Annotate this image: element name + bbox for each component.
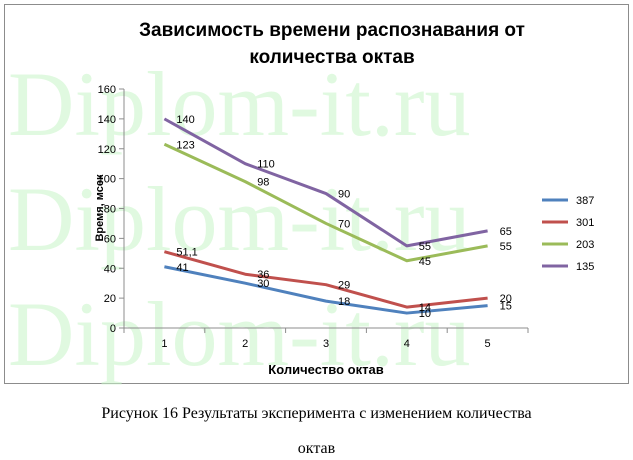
series-line-203 xyxy=(163,142,488,263)
data-label-135: 65 xyxy=(500,226,512,238)
data-label-387: 41 xyxy=(176,262,188,274)
series-line-387 xyxy=(164,265,488,315)
data-label-387: 30 xyxy=(257,278,269,290)
legend: 387 301 203 135 xyxy=(542,195,594,273)
x-tick-label: 5 xyxy=(485,338,491,350)
watermark-text-2: Diplom-it.ru xyxy=(8,168,471,270)
legend-label-203: 203 xyxy=(576,239,594,251)
x-tick-label: 1 xyxy=(161,338,167,350)
data-label-301: 36 xyxy=(257,269,269,281)
y-tick-label: 40 xyxy=(104,263,116,275)
data-label-301: 29 xyxy=(338,280,350,292)
chart-title-line1: Зависимость времени распознавания от xyxy=(139,20,525,41)
watermark-layer: Diplom-it.ru Diplom-it.ru Diplom-it.ru xyxy=(8,53,471,385)
data-label-301: 20 xyxy=(500,293,512,305)
chart-title-line2: количества октав xyxy=(249,47,414,68)
y-axis-title: Время, мсек xyxy=(94,174,106,242)
x-tick-label: 4 xyxy=(404,338,410,350)
data-label-387: 15 xyxy=(500,301,512,313)
watermark-text-1: Diplom-it.ru xyxy=(8,53,471,155)
y-tick-label: 60 xyxy=(104,233,116,245)
x-axis-title: Количество октав xyxy=(268,362,383,377)
legend-label-135: 135 xyxy=(576,261,594,273)
y-tick-label: 140 xyxy=(98,114,116,126)
data-label-203: 45 xyxy=(419,256,431,268)
y-tick-label: 20 xyxy=(104,293,116,305)
figure-caption-line2: октав xyxy=(297,440,336,457)
data-label-203: 98 xyxy=(257,177,269,189)
data-label-203: 55 xyxy=(500,241,512,253)
data-label-301: 51,1 xyxy=(176,247,197,259)
data-label-387: 18 xyxy=(338,296,350,308)
legend-label-301: 301 xyxy=(576,217,594,229)
data-label-135: 110 xyxy=(257,159,275,171)
data-label-135: 140 xyxy=(176,114,194,126)
y-tick-label: 0 xyxy=(110,323,116,335)
x-tick-label: 3 xyxy=(323,338,329,350)
data-label-135: 90 xyxy=(338,189,350,201)
legend-label-387: 387 xyxy=(576,195,594,207)
figure-caption-line1: Рисунок 16 Результаты эксперимента с изм… xyxy=(101,405,532,422)
data-label-387: 10 xyxy=(419,308,431,320)
y-tick-label: 100 xyxy=(98,174,116,186)
chart-frame xyxy=(4,4,629,384)
y-tick-label: 160 xyxy=(98,84,116,96)
series-line-135 xyxy=(163,117,488,248)
data-label-301: 14 xyxy=(419,302,431,314)
watermark-text-3: Diplom-it.ru xyxy=(8,283,471,385)
data-label-203: 70 xyxy=(338,218,350,230)
data-label-203: 123 xyxy=(176,139,194,151)
data-label-135: 55 xyxy=(419,241,431,253)
y-tick-label: 80 xyxy=(104,204,116,216)
y-tick-label: 120 xyxy=(98,144,116,156)
series-line-301 xyxy=(163,250,488,309)
chart-area: Diplom-it.ru Diplom-it.ru Diplom-it.ru З… xyxy=(8,20,594,385)
x-tick-label: 2 xyxy=(242,338,248,350)
